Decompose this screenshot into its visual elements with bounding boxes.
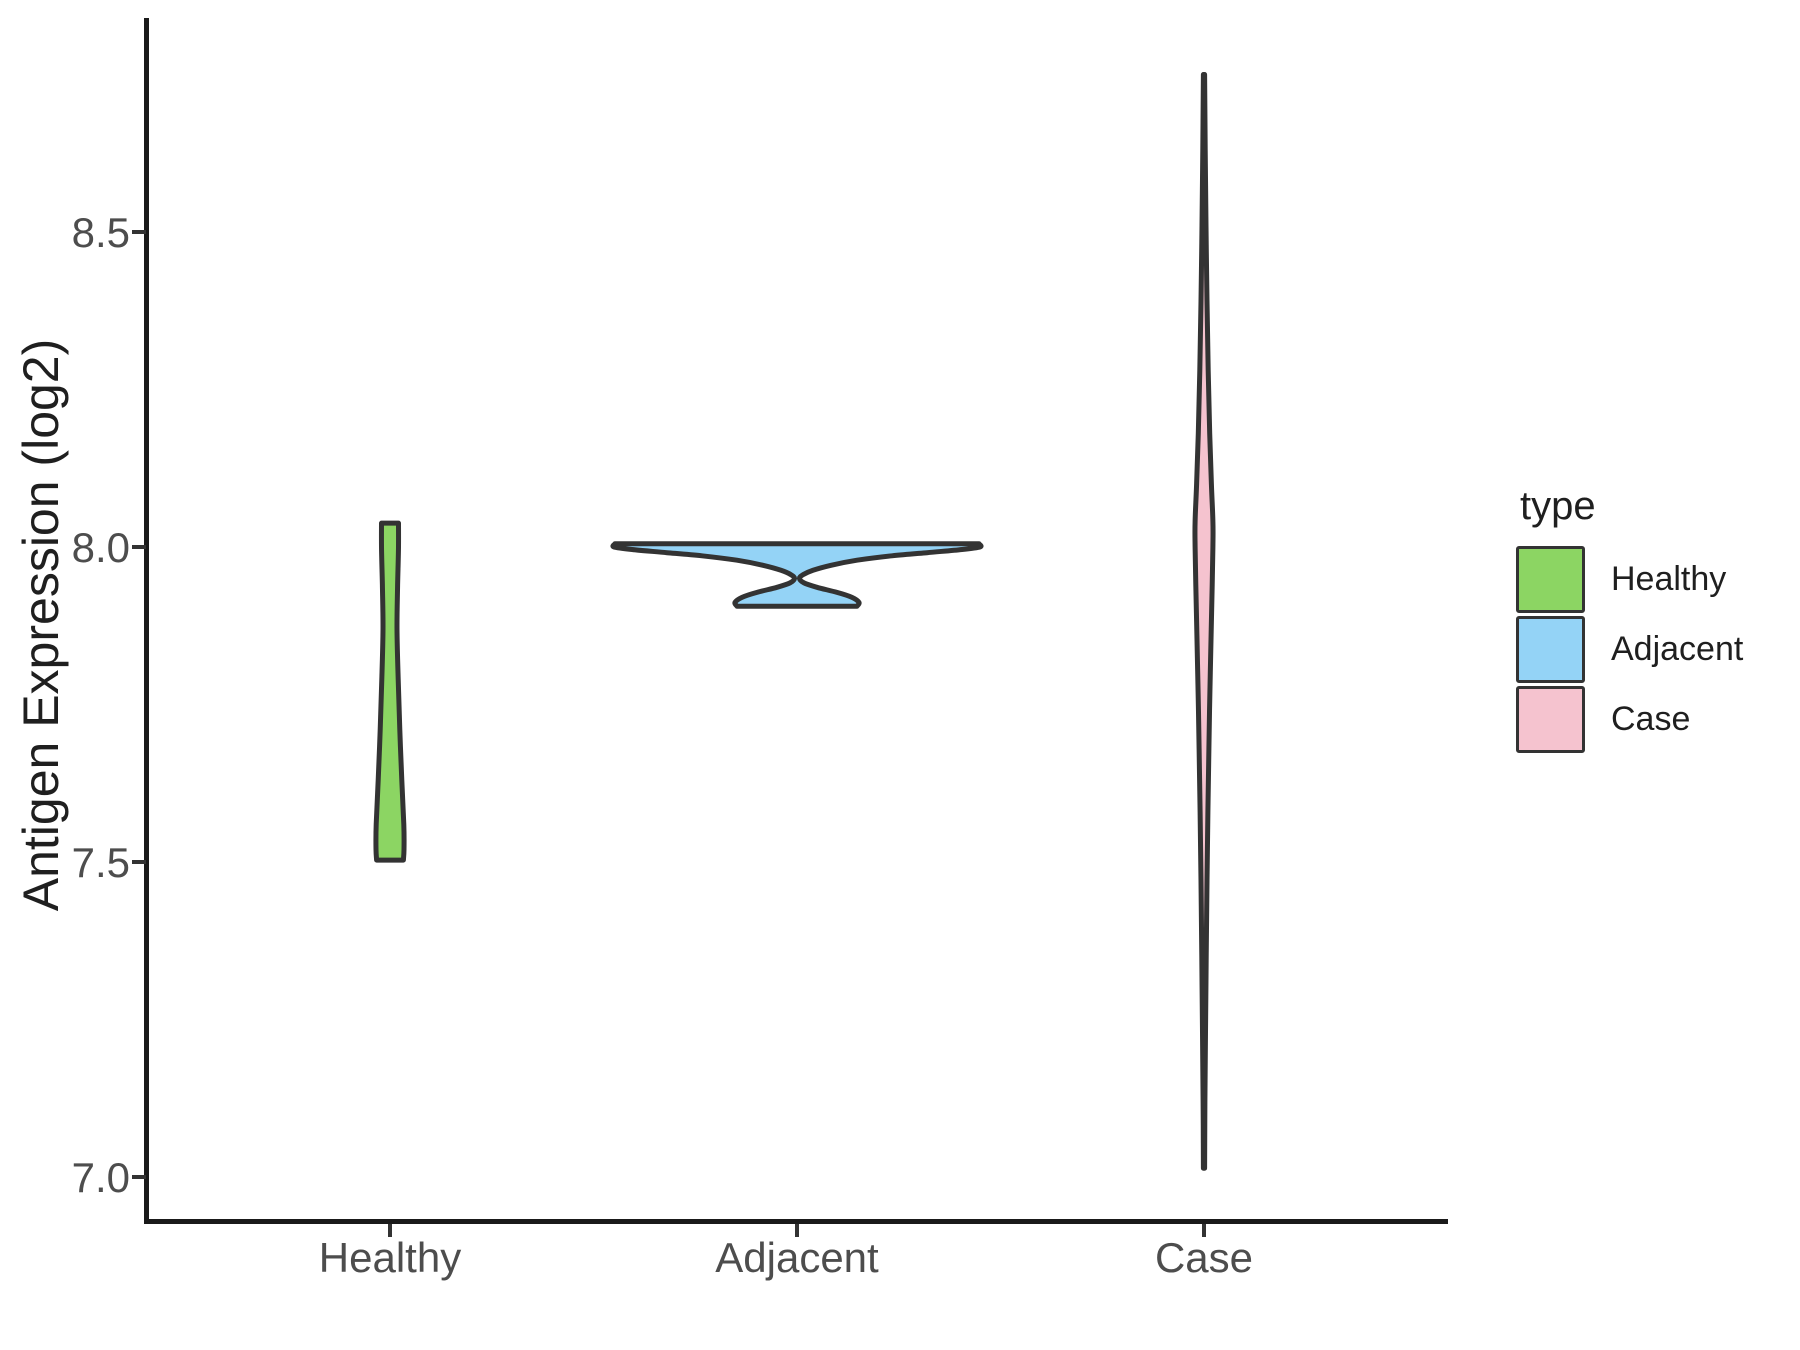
legend-label-case: Case bbox=[1611, 700, 1691, 738]
legend-item-healthy: Healthy bbox=[1516, 546, 1743, 613]
x-tick-label-healthy: Healthy bbox=[319, 1234, 461, 1281]
legend-title: type bbox=[1520, 484, 1596, 528]
y-tick-mark-7-0 bbox=[132, 1175, 146, 1179]
x-tick-label-case: Case bbox=[1155, 1234, 1253, 1281]
x-tick-mark-adjacent bbox=[795, 1224, 799, 1237]
legend-label-adjacent: Adjacent bbox=[1611, 630, 1744, 668]
y-tick-label: 8.0 bbox=[72, 524, 130, 571]
legend: type Healthy Adjacent Case bbox=[1516, 484, 1743, 756]
violin-adjacent bbox=[610, 541, 984, 609]
violin-group bbox=[373, 72, 1216, 1171]
y-tick-mark-7-5 bbox=[132, 860, 146, 864]
violin-case bbox=[1192, 72, 1216, 1171]
x-axis-line bbox=[144, 1219, 1448, 1224]
legend-swatch-case bbox=[1516, 686, 1585, 753]
violin-healthy bbox=[373, 520, 407, 863]
y-axis-line bbox=[144, 18, 149, 1224]
y-tick-label: 8.5 bbox=[72, 209, 130, 256]
y-tick-mark-8-0 bbox=[132, 545, 146, 549]
y-axis-title: Antigen Expression (log2) bbox=[13, 339, 69, 912]
legend-swatch-adjacent bbox=[1516, 616, 1585, 683]
y-tick-label: 7.5 bbox=[72, 839, 130, 886]
legend-swatch-healthy bbox=[1516, 546, 1585, 613]
x-tick-mark-case bbox=[1202, 1224, 1206, 1237]
legend-label-healthy: Healthy bbox=[1611, 560, 1727, 598]
y-tick-label: 7.0 bbox=[72, 1154, 130, 1201]
y-tick-mark-8-5 bbox=[132, 230, 146, 234]
x-tick-label-adjacent: Adjacent bbox=[715, 1234, 879, 1281]
x-tick-mark-healthy bbox=[388, 1224, 392, 1237]
legend-item-case: Case bbox=[1516, 686, 1743, 753]
legend-item-adjacent: Adjacent bbox=[1516, 616, 1743, 683]
